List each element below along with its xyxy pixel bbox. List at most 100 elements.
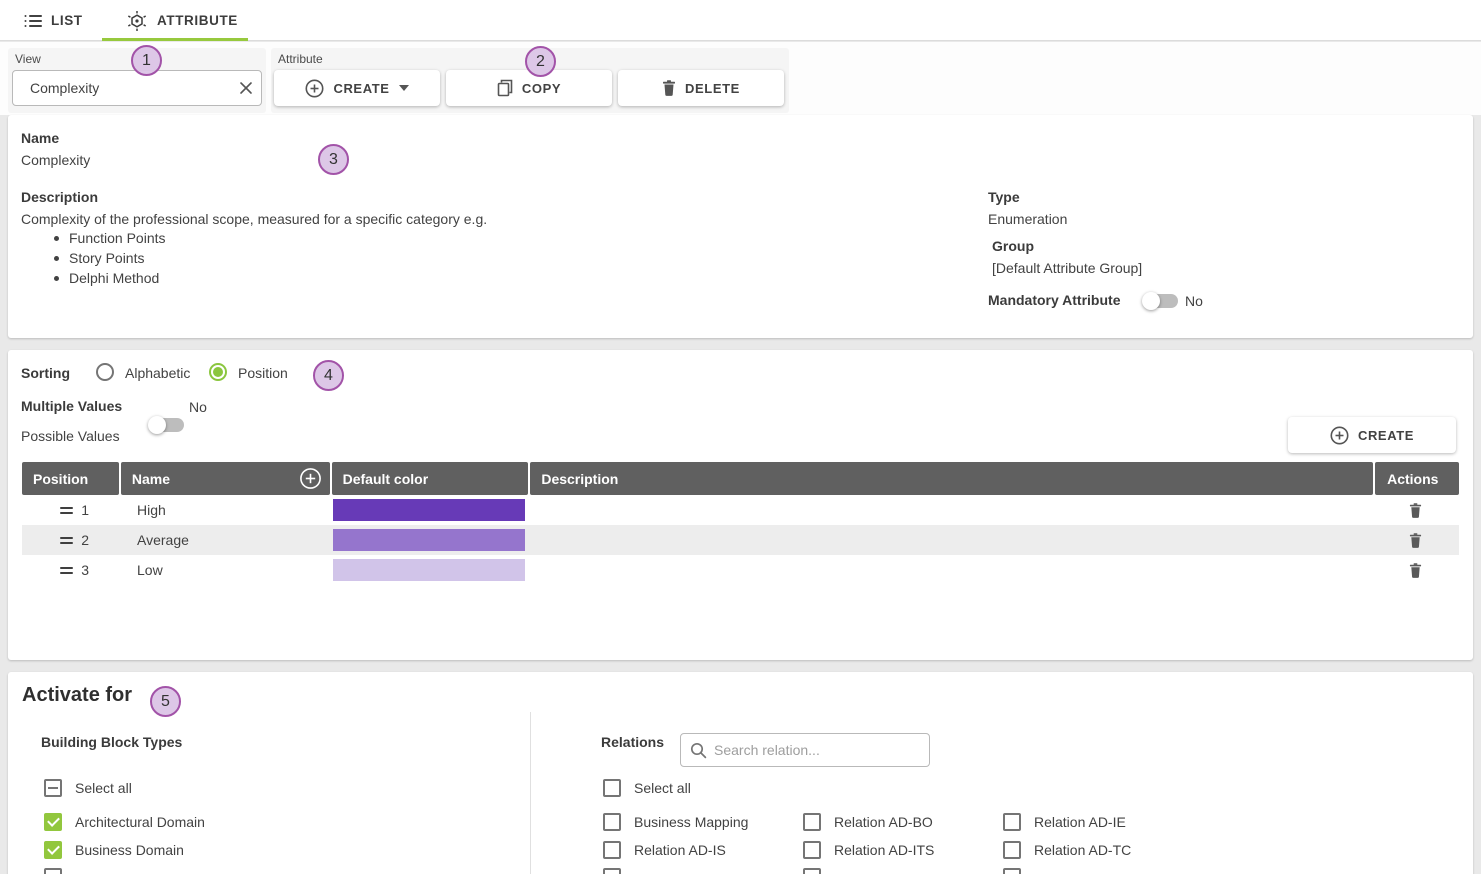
tab-bar: LIST ATTRIBUTE: [0, 0, 1481, 41]
bullet-item: Function Points: [48, 228, 166, 248]
position-value: 3: [81, 562, 89, 578]
relation-item-label: Business Mapping: [634, 814, 749, 830]
description-text: Complexity of the professional scope, me…: [21, 211, 488, 227]
relation-item-row: Relation AD-ITS: [803, 841, 934, 859]
create-attribute-button[interactable]: CREATE: [274, 70, 440, 106]
relation-item-row-partial: [1003, 868, 1021, 874]
delete-attribute-label: DELETE: [685, 80, 740, 96]
column-header-name: Name: [120, 462, 330, 495]
bullet-item: Delphi Method: [48, 268, 166, 288]
multiple-values-toggle[interactable]: [148, 416, 184, 434]
bbt-item-row: Architectural Domain: [44, 813, 205, 831]
drag-handle-icon[interactable]: [60, 536, 74, 544]
unchecked-checkbox[interactable]: [44, 868, 62, 874]
relation-item-label: Relation AD-IS: [634, 842, 726, 858]
name-value: Complexity: [21, 152, 91, 168]
activate-for-heading: Activate for: [22, 684, 133, 706]
color-cell: [330, 559, 527, 581]
sorting-radio-alphabetic[interactable]: [96, 363, 114, 381]
unchecked-checkbox[interactable]: [1003, 868, 1021, 874]
relation-search-wrap: [680, 733, 930, 767]
sorting-label: Sorting: [21, 365, 70, 381]
relation-item-row: Relation AD-TC: [1003, 841, 1131, 859]
bbt-item-label: Architectural Domain: [75, 814, 205, 830]
select-all-checkbox[interactable]: [603, 779, 621, 797]
unchecked-checkbox[interactable]: [603, 841, 621, 859]
list-icon: [24, 14, 42, 28]
add-value-icon[interactable]: [299, 467, 322, 490]
mandatory-label: Mandatory Attribute: [988, 292, 1121, 308]
clear-view-icon[interactable]: [231, 81, 261, 95]
view-panel-label: View: [15, 52, 41, 66]
create-value-label: CREATE: [1357, 427, 1415, 443]
unchecked-checkbox[interactable]: [803, 841, 821, 859]
type-label: Type: [988, 189, 1020, 205]
relation-item-row-partial: [603, 868, 621, 874]
delete-value-button[interactable]: [1407, 501, 1424, 520]
tab-list[interactable]: LIST: [24, 0, 83, 41]
checked-checkbox[interactable]: [44, 813, 62, 831]
column-header-position: Position: [22, 462, 119, 495]
delete-value-button[interactable]: [1407, 561, 1424, 580]
relation-item-row: Relation AD-BO: [803, 813, 933, 831]
column-header-actions: Actions: [1375, 462, 1459, 495]
column-header-name-label: Name: [131, 470, 171, 487]
multiple-values-value: No: [189, 399, 207, 415]
color-swatch[interactable]: [333, 529, 525, 551]
annotation-badge-2: 2: [525, 46, 556, 77]
sorting-radio-position[interactable]: [209, 363, 227, 381]
sorting-position-label: Position: [238, 365, 288, 381]
delete-attribute-button[interactable]: DELETE: [618, 70, 784, 106]
select-all-checkbox[interactable]: [44, 779, 62, 797]
position-value: 2: [81, 532, 89, 548]
view-input[interactable]: [13, 80, 231, 96]
relation-item-label: Relation AD-IE: [1034, 814, 1126, 830]
building-block-types-label: Building Block Types: [41, 734, 183, 750]
search-icon: [690, 742, 707, 759]
relation-item-row: Business Mapping: [603, 813, 748, 831]
enumeration-settings-card: Sorting Alphabetic Position Multiple Val…: [8, 350, 1473, 660]
position-cell: 3: [22, 562, 121, 578]
select-all-label: Select all: [634, 780, 691, 796]
create-attribute-label: CREATE: [333, 80, 390, 96]
unchecked-checkbox[interactable]: [1003, 813, 1021, 831]
relation-item-row: Relation AD-IE: [1003, 813, 1126, 831]
copy-attribute-button[interactable]: COPY: [446, 70, 612, 106]
color-swatch[interactable]: [333, 499, 525, 521]
chevron-down-icon: [398, 85, 409, 91]
mandatory-toggle[interactable]: [1142, 292, 1178, 310]
position-cell: 1: [22, 502, 121, 518]
relation-search-input[interactable]: [714, 742, 929, 758]
drag-handle-icon[interactable]: [60, 506, 74, 514]
attribute-molecule-icon: [126, 10, 148, 32]
drag-handle-icon[interactable]: [60, 566, 74, 574]
unchecked-checkbox[interactable]: [603, 868, 621, 874]
unchecked-checkbox[interactable]: [803, 868, 821, 874]
name-label: Name: [21, 130, 60, 146]
copy-icon: [497, 79, 513, 97]
relations-label: Relations: [601, 734, 665, 750]
delete-value-button[interactable]: [1407, 531, 1424, 550]
trash-icon: [662, 80, 676, 96]
annotation-badge-1: 1: [131, 45, 162, 76]
select-all-label: Select all: [75, 780, 132, 796]
bbt-select-all-row: Select all: [44, 779, 132, 797]
bullet-item: Story Points: [48, 248, 166, 268]
create-value-button[interactable]: CREATE: [1288, 417, 1456, 453]
multiple-values-label: Multiple Values: [21, 398, 123, 414]
tab-attribute-label: ATTRIBUTE: [157, 13, 238, 28]
unchecked-checkbox[interactable]: [803, 813, 821, 831]
position-value: 1: [81, 502, 89, 518]
tab-attribute[interactable]: ATTRIBUTE: [126, 0, 238, 41]
column-header-default-color: Default color: [331, 462, 529, 495]
mandatory-value: No: [1185, 293, 1203, 309]
unchecked-checkbox[interactable]: [1003, 841, 1021, 859]
checked-checkbox[interactable]: [44, 841, 62, 859]
relation-item-row: Relation AD-IS: [603, 841, 726, 859]
color-cell: [330, 499, 527, 521]
annotation-badge-4: 4: [313, 360, 344, 391]
value-name: Average: [137, 532, 189, 548]
color-swatch[interactable]: [333, 559, 525, 581]
unchecked-checkbox[interactable]: [603, 813, 621, 831]
table-row: 3 Low: [22, 555, 1459, 585]
